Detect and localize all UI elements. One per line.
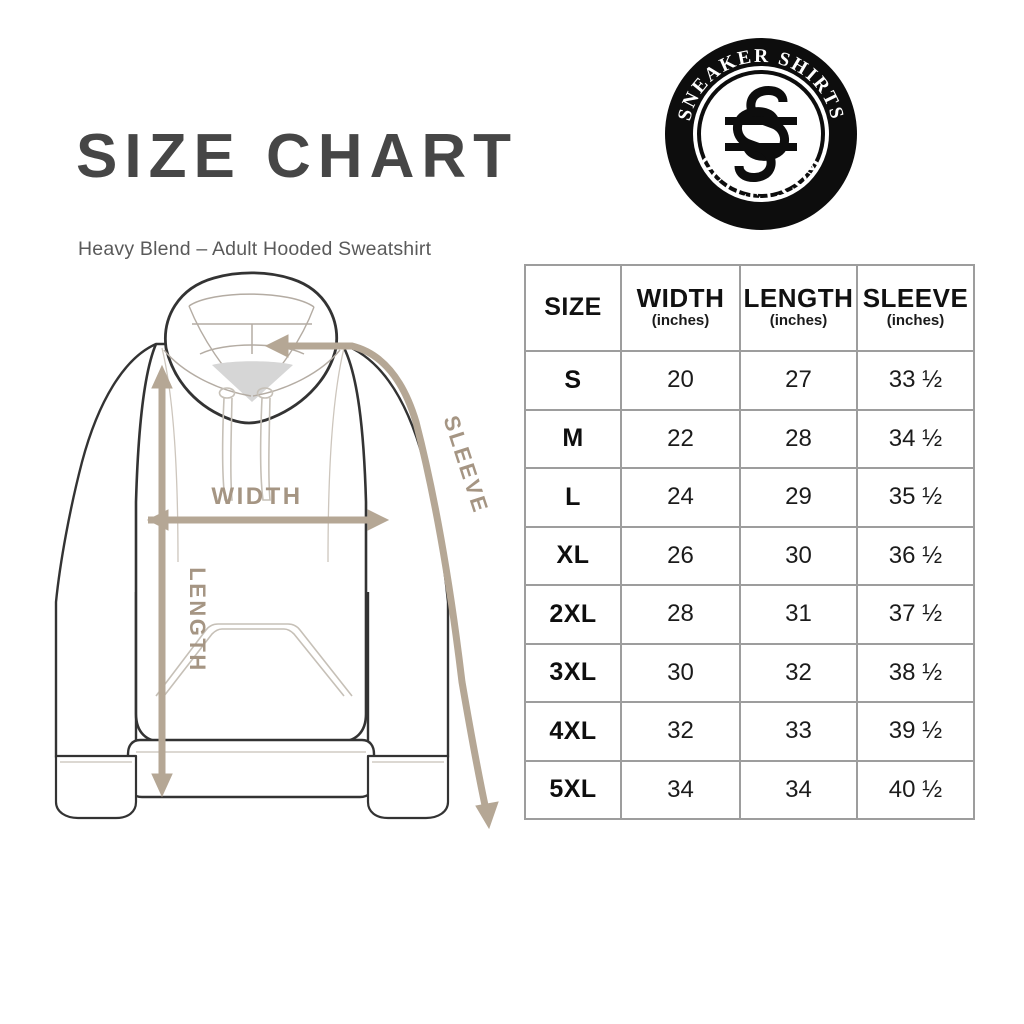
- sleeve-arrow-head-start: [264, 334, 289, 358]
- cell-size: XL: [524, 525, 622, 586]
- column-header-width-unit: (inches): [651, 312, 710, 330]
- sleeve-arrow: [284, 342, 490, 811]
- drawstrings: [218, 387, 274, 501]
- cell-length: 30: [739, 525, 858, 586]
- column-header-width-label: WIDTH: [636, 282, 725, 313]
- cell-size: L: [524, 467, 622, 528]
- cell-sleeve: 40 ½: [856, 759, 975, 820]
- cell-size: 4XL: [524, 701, 622, 762]
- cell-width: 28: [620, 584, 741, 645]
- cell-sleeve: 36 ½: [856, 525, 975, 586]
- logo-monogram: [725, 85, 797, 183]
- cell-sleeve: 33 ½: [856, 350, 975, 411]
- cell-sleeve: 35 ½: [856, 467, 975, 528]
- cell-size: 3XL: [524, 642, 622, 703]
- length-label: LENGTH: [185, 567, 210, 672]
- column-header-width: WIDTH (inches): [620, 264, 741, 352]
- column-header-sleeve-label: SLEEVE: [862, 282, 969, 313]
- cell-width: 24: [620, 467, 741, 528]
- column-header-size: SIZE: [524, 264, 622, 352]
- column-header-length-unit: (inches): [769, 312, 828, 330]
- cell-width: 30: [620, 642, 741, 703]
- table-row: 3XL 30 32 38 ½: [524, 642, 975, 703]
- length-arrow: [151, 364, 173, 798]
- cell-width: 20: [620, 350, 741, 411]
- column-header-sleeve: SLEEVE (inches): [856, 264, 975, 352]
- width-label: WIDTH: [211, 483, 302, 510]
- cell-size: S: [524, 350, 622, 411]
- brand-logo: SNEAKER SHIRTS OUTLET.COM: [663, 36, 859, 232]
- hooded-sweatshirt-measurement-diagram: WIDTH LENGTH SLEEVE: [52, 262, 522, 832]
- cell-length: 32: [739, 642, 858, 703]
- measurement-arrows: [146, 334, 499, 830]
- cell-size: 5XL: [524, 759, 622, 820]
- table-row: S 20 27 33 ½: [524, 350, 975, 411]
- column-header-length: LENGTH (inches): [739, 264, 858, 352]
- table-row: 5XL 34 34 40 ½: [524, 759, 975, 820]
- table-row: M 22 28 34 ½: [524, 408, 975, 469]
- left-cuff: [54, 754, 138, 820]
- sleeve-arrow-head-end: [475, 801, 499, 830]
- bottom-hem: [126, 738, 376, 799]
- hoodie-illustration: [54, 271, 450, 820]
- kangaroo-pocket: [155, 623, 353, 697]
- page-subtitle: Heavy Blend – Adult Hooded Sweatshirt: [78, 238, 432, 260]
- table-row: 4XL 32 33 39 ½: [524, 701, 975, 762]
- cell-sleeve: 37 ½: [856, 584, 975, 645]
- column-header-length-label: LENGTH: [743, 282, 854, 313]
- sleeve-label: SLEEVE: [439, 412, 494, 517]
- table-row: 2XL 28 31 37 ½: [524, 584, 975, 645]
- cell-width: 22: [620, 408, 741, 469]
- table-row: L 24 29 35 ½: [524, 467, 975, 528]
- page-title: SIZE CHART: [76, 122, 518, 191]
- cell-sleeve: 34 ½: [856, 408, 975, 469]
- cell-sleeve: 38 ½: [856, 642, 975, 703]
- cell-length: 33: [739, 701, 858, 762]
- cell-length: 29: [739, 467, 858, 528]
- cell-size: 2XL: [524, 584, 622, 645]
- table-row: XL 26 30 36 ½: [524, 525, 975, 586]
- column-header-sleeve-unit: (inches): [886, 312, 945, 330]
- right-cuff: [366, 754, 450, 820]
- size-table-container: SIZE WIDTH (inches) LENGTH (inches) SLEE…: [524, 264, 975, 820]
- cell-length: 27: [739, 350, 858, 411]
- table-header-row: SIZE WIDTH (inches) LENGTH (inches) SLEE…: [524, 264, 975, 352]
- cell-length: 31: [739, 584, 858, 645]
- column-header-size-label: SIZE: [544, 293, 602, 322]
- cell-width: 32: [620, 701, 741, 762]
- cell-size: M: [524, 408, 622, 469]
- cell-length: 28: [739, 408, 858, 469]
- cell-width: 34: [620, 759, 741, 820]
- size-table: SIZE WIDTH (inches) LENGTH (inches) SLEE…: [524, 264, 975, 820]
- neck-opening: [212, 361, 293, 402]
- cell-length: 34: [739, 759, 858, 820]
- cell-sleeve: 39 ½: [856, 701, 975, 762]
- cell-width: 26: [620, 525, 741, 586]
